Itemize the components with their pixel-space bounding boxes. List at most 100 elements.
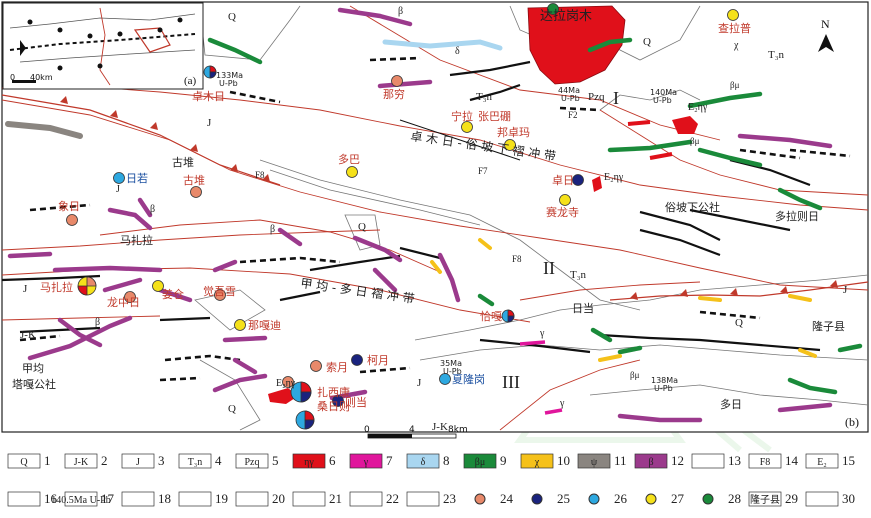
legend-number: 3 bbox=[158, 453, 165, 468]
legend-item-10: χ 10 bbox=[520, 453, 570, 469]
label-keyue: 柯月 bbox=[367, 354, 389, 367]
label-nagaodi: 那嘎迪 bbox=[248, 319, 281, 332]
legend-swatch bbox=[634, 453, 668, 469]
inset-scale-end: 40km bbox=[30, 73, 53, 82]
label-jiangcang: 姜仓 bbox=[162, 287, 184, 301]
legend-swatch bbox=[520, 453, 554, 469]
roman-1: I bbox=[613, 88, 619, 108]
legend-swatch bbox=[64, 453, 98, 469]
legend-symbol: F8 bbox=[760, 457, 771, 468]
unit-Q-3: Q bbox=[358, 221, 366, 233]
unit-betamu-2: βμ bbox=[690, 136, 700, 146]
legend-swatch bbox=[463, 453, 497, 469]
legend-number: 27 bbox=[671, 491, 685, 506]
legend-dot bbox=[531, 493, 543, 505]
label-naqiong: 那穷 bbox=[383, 87, 405, 101]
legend-item-9: βμ 9 bbox=[463, 453, 507, 469]
label-xialonggang: 夏隆岗 bbox=[452, 372, 485, 386]
legend-item-22: 22 bbox=[349, 491, 399, 507]
granite-body-dalagoumu bbox=[527, 5, 626, 85]
label-zhaxikang: 扎西康 bbox=[317, 385, 350, 399]
label-guodui-red: 古堆 bbox=[183, 174, 205, 187]
unit-F8-1: F8 bbox=[255, 170, 265, 180]
green-deposit-dots bbox=[547, 3, 559, 15]
legend-number: 21 bbox=[329, 491, 342, 506]
unit-Q-2: Q bbox=[643, 36, 651, 48]
unit-Q-5: Q bbox=[228, 403, 236, 415]
legend-item-29: 隆子县 29 bbox=[748, 491, 798, 507]
legend-number: 18 bbox=[158, 491, 171, 506]
legend-item-4: T₃n 4 bbox=[178, 453, 222, 469]
legend-number: 26 bbox=[614, 491, 628, 506]
label-duoba: 多巴 bbox=[338, 152, 360, 166]
legend-number: 7 bbox=[386, 453, 393, 468]
legend-item-12: β 12 bbox=[634, 453, 684, 469]
main-scale-bar: 0 4 8km bbox=[364, 425, 468, 439]
unit-J-4: J bbox=[417, 377, 422, 389]
granite-body-e2 bbox=[672, 116, 698, 134]
legend-swatch bbox=[121, 491, 155, 507]
legend-symbol: Q bbox=[20, 457, 28, 468]
legend-number: 2 bbox=[101, 453, 108, 468]
label-jiechangxue: 觉吾雪 bbox=[203, 285, 236, 298]
legend-swatch bbox=[577, 453, 611, 469]
main-panel-label: (b) bbox=[845, 415, 859, 429]
age2-method: U-Pb bbox=[561, 94, 580, 103]
label-zhuori: 卓日 bbox=[552, 174, 574, 187]
legend-item-15: E₂ 15 bbox=[805, 453, 855, 469]
legend-item-30: 30 bbox=[805, 491, 855, 507]
unit-betamu-3: βμ bbox=[630, 370, 640, 380]
legend-swatch bbox=[691, 453, 725, 469]
legend-swatch bbox=[748, 453, 782, 469]
north-arrow-icon: N bbox=[818, 17, 834, 52]
label-duolazeri: 多拉则日 bbox=[775, 209, 819, 223]
label-zhuomuri: 卓木日 bbox=[192, 90, 225, 103]
age3-method: U-Pb bbox=[653, 96, 672, 105]
legend-item-2: J-K 2 bbox=[64, 453, 108, 469]
legend-dot bbox=[588, 493, 600, 505]
label-suoyue: 索月 bbox=[326, 360, 348, 374]
purple-beta-bodies bbox=[7, 7, 833, 423]
legend-item-21: 21 bbox=[292, 491, 342, 507]
legend-number: 19 bbox=[215, 491, 228, 506]
legend-symbol: J-K bbox=[74, 457, 89, 468]
label-qiaqia: 恰嘎 bbox=[480, 309, 502, 323]
yellow-deposit-dots bbox=[152, 9, 739, 331]
unit-F2: F2 bbox=[568, 110, 578, 120]
legend-item-18: 18 bbox=[121, 491, 171, 507]
black-faults bbox=[1, 60, 821, 354]
legend-number: 6 bbox=[329, 453, 336, 468]
legend-dot bbox=[645, 493, 657, 505]
label-yupoxia: 俗坡下公社 bbox=[665, 200, 720, 214]
unit-Q-1: Q bbox=[228, 11, 236, 23]
age4-value: 35Ma bbox=[440, 359, 462, 368]
label-mazhala-red: 马扎拉 bbox=[40, 280, 73, 294]
age1-method: U-Pb bbox=[219, 79, 238, 88]
legend-symbol: Pzq bbox=[245, 457, 260, 468]
lightblue-delta-body bbox=[382, 39, 503, 51]
legend-number: 4 bbox=[215, 453, 222, 468]
legend-swatch bbox=[7, 491, 41, 507]
legend-swatch bbox=[64, 491, 98, 507]
legend-item-13: 13 bbox=[691, 453, 741, 469]
legend-item-11: ψ 11 bbox=[577, 453, 627, 469]
legend-number: 8 bbox=[443, 453, 450, 468]
legend-item-14: F8 14 bbox=[748, 453, 799, 469]
legend-item-6: ηγ 6 bbox=[292, 453, 336, 469]
legend-number: 24 bbox=[500, 491, 514, 506]
label-bangzhuo: 邦卓玛 bbox=[497, 126, 530, 139]
label-jiajun: 甲均 bbox=[22, 362, 44, 375]
legend-swatch bbox=[292, 491, 326, 507]
legend-number: 10 bbox=[557, 453, 570, 468]
legend-swatch bbox=[7, 453, 41, 469]
unit-F7: F7 bbox=[478, 166, 488, 176]
unit-T3n-3: T₃n bbox=[570, 269, 587, 281]
legend-swatch bbox=[349, 491, 383, 507]
unit-E2-3: E₂ηγ bbox=[276, 378, 296, 389]
pie-symbols bbox=[77, 65, 515, 430]
legend-number: 22 bbox=[386, 491, 399, 506]
